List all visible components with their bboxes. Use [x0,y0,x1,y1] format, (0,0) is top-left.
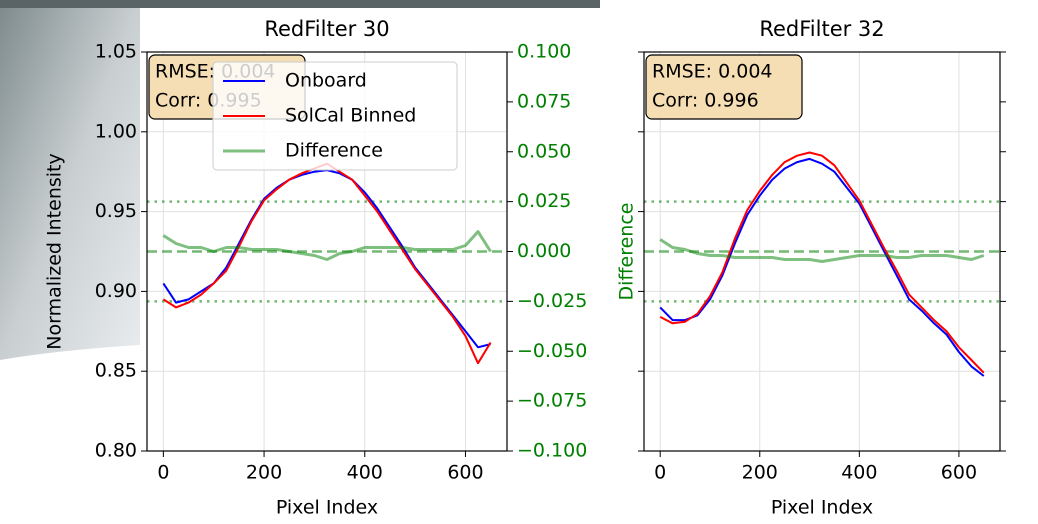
x-axis-label: Pixel Index [771,497,873,519]
y-tick-label: 0.80 [95,440,137,462]
legend-label: Onboard [285,70,367,92]
x-axis-label: Pixel Index [276,497,378,519]
x-tick-label: 600 [941,462,977,484]
series-line [659,157,985,377]
x-tick-label: 600 [447,462,483,484]
y2-tick-label: −0.075 [517,390,587,412]
series-line [659,151,985,374]
y-tick-label: 1.05 [95,41,137,63]
chart-title: RedFilter 32 [759,17,884,41]
annotation: RMSE: 0.004 [652,61,773,83]
annotation-box [645,54,803,120]
y2-tick-label: 0.100 [517,41,571,63]
x-tick-label: 400 [347,462,383,484]
y-axis-label: Normalized Intensity [44,153,66,350]
plot-frame [146,51,508,452]
y-tick-label: 0.90 [95,280,137,302]
y-tick-label: 1.00 [95,120,137,142]
x-tick-label: 0 [157,462,169,484]
series-line [162,162,492,365]
y2-tick-label: −0.025 [517,290,587,312]
legend-label: SolCal Binned [285,105,416,127]
y2-tick-label: 0.025 [517,190,571,212]
background-image [0,0,140,360]
y2-tick-label: 0.050 [517,140,571,162]
y2-tick-label: 0.075 [517,90,571,112]
chart-title: RedFilter 30 [264,17,389,41]
legend-label: Difference [285,140,383,162]
series-line [162,230,492,261]
x-tick-label: 200 [246,462,282,484]
x-tick-label: 200 [742,462,778,484]
y-tick-label: 0.95 [95,200,137,222]
series-line [659,238,985,263]
x-tick-label: 400 [841,462,877,484]
y2-tick-label: −0.050 [517,340,587,362]
annotation: Corr: 0.996 [652,90,759,112]
background-image-strip [0,0,600,8]
plot-frame [643,51,1001,452]
y2-tick-label: 0.000 [517,240,571,262]
x-tick-label: 0 [654,462,666,484]
y2-tick-label: −0.100 [517,440,587,462]
legend-box [212,61,458,171]
y-tick-label: 0.85 [95,360,137,382]
y2-axis-label: Difference [616,203,638,301]
